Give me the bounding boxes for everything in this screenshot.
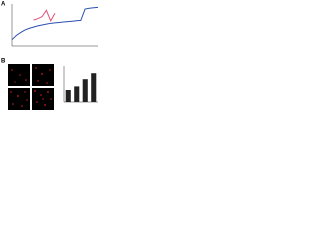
micrographs [8, 64, 54, 110]
bar [74, 86, 80, 102]
micrograph [32, 64, 54, 86]
figure: A B [1, 2, 99, 110]
bar [65, 90, 71, 102]
micrograph [8, 64, 30, 86]
line [33, 9, 56, 22]
panel-label: A [1, 2, 6, 8]
cells [10, 67, 52, 107]
line [11, 6, 99, 41]
panel-label: B [1, 59, 6, 65]
bar [91, 73, 97, 102]
line-axes [11, 4, 98, 47]
bar [82, 79, 88, 102]
